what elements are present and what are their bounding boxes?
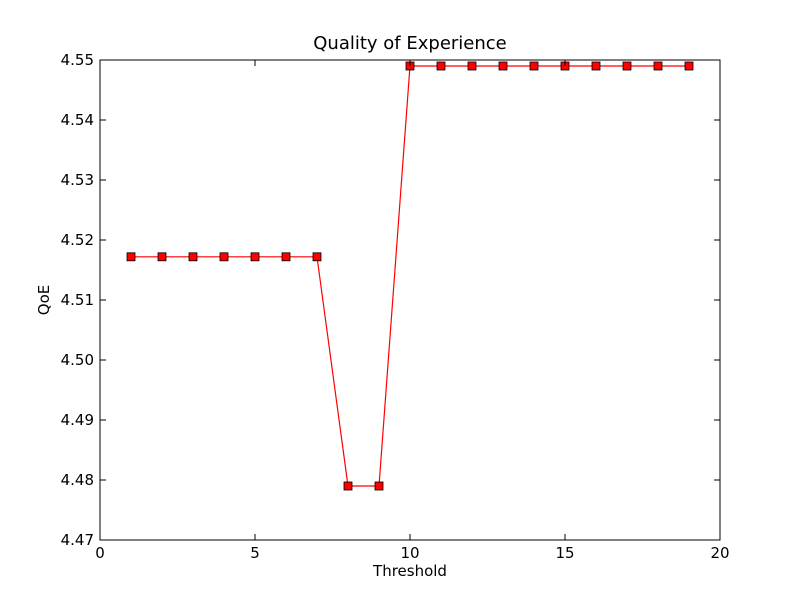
data-point-marker	[529, 61, 539, 71]
y-tick-label: 4.52	[61, 231, 94, 249]
chart-title: Quality of Experience	[313, 33, 507, 54]
x-tick-label: 5	[250, 544, 260, 562]
data-point-marker	[281, 252, 291, 262]
data-point-marker	[374, 481, 384, 491]
y-tick-label: 4.53	[61, 171, 94, 189]
data-point-marker	[684, 61, 694, 71]
data-point-marker	[498, 61, 508, 71]
y-tick-label: 4.51	[61, 291, 94, 309]
data-point-marker	[126, 252, 136, 262]
y-tick-label: 4.48	[61, 471, 94, 489]
x-tick-label: 0	[95, 544, 105, 562]
data-point-marker	[436, 61, 446, 71]
data-point-marker	[653, 61, 663, 71]
x-tick-label: 10	[400, 544, 419, 562]
y-tick-label: 4.55	[61, 51, 94, 69]
data-point-marker	[312, 252, 322, 262]
series-line-0	[131, 65, 689, 487]
data-point-marker	[250, 252, 260, 262]
x-tick-label: 20	[710, 544, 729, 562]
plot-frame	[99, 59, 721, 541]
data-point-marker	[219, 252, 229, 262]
y-tick-label: 4.49	[61, 411, 94, 429]
data-point-marker	[622, 61, 632, 71]
y-tick-label: 4.54	[61, 111, 94, 129]
plot-area: 0 5 10 15 20 4.47 4.48 4.49 4.50 4.51 4.52 4.53 4.54…	[61, 51, 730, 562]
x-tick-label: 15	[555, 544, 574, 562]
data-point-marker	[591, 61, 601, 71]
x-axis-label: Threshold	[372, 562, 447, 580]
y-tick-label: 4.50	[61, 351, 94, 369]
data-point-marker	[343, 481, 353, 491]
data-point-marker	[467, 61, 477, 71]
y-tick-label: 4.47	[61, 531, 94, 549]
y-axis-label: QoE	[35, 285, 53, 315]
data-point-marker	[157, 252, 167, 262]
data-point-marker	[188, 252, 198, 262]
